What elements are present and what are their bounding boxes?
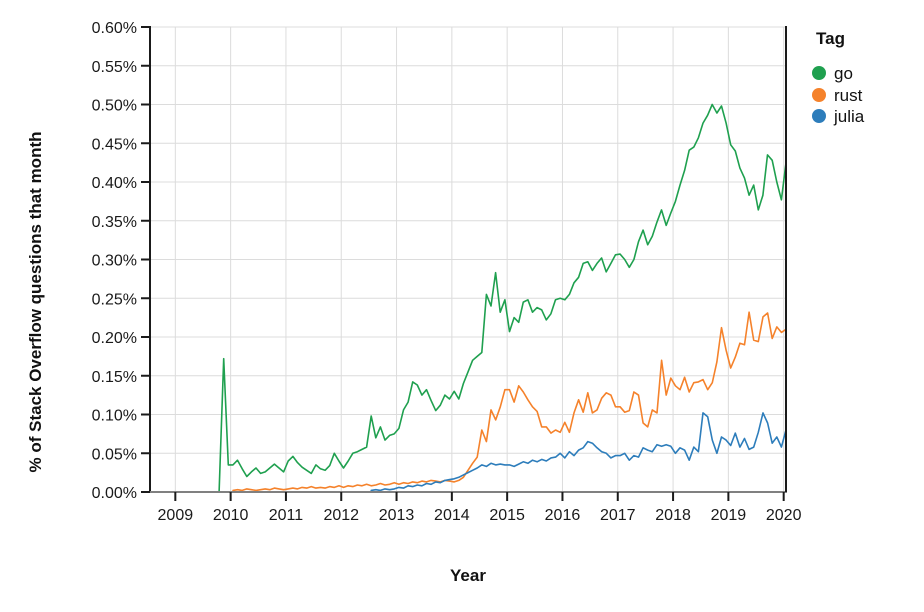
x-tick-label: 2019 xyxy=(711,507,747,524)
legend-label-julia: julia xyxy=(833,107,865,126)
legend-item-rust[interactable]: rust xyxy=(812,86,863,105)
gridlines xyxy=(150,26,786,493)
series-line-julia xyxy=(370,412,787,492)
y-tick-label: 0.25% xyxy=(92,291,137,308)
julia-color-dot xyxy=(812,109,826,123)
y-tick-label: 0.55% xyxy=(92,59,137,76)
legend-item-julia[interactable]: julia xyxy=(812,107,865,126)
x-tick-label: 2010 xyxy=(213,507,249,524)
y-tick-label: 0.00% xyxy=(92,485,137,502)
y-tick-label: 0.10% xyxy=(92,408,137,425)
y-tick-label: 0.40% xyxy=(92,175,137,192)
y-tick-label: 0.20% xyxy=(92,330,137,347)
rust-color-dot xyxy=(812,88,826,102)
y-tick-label: 0.35% xyxy=(92,214,137,231)
x-tick-label: 2012 xyxy=(323,507,359,524)
y-tick-label: 0.60% xyxy=(92,20,137,37)
y-axis-title: % of Stack Overflow questions that month xyxy=(26,132,45,473)
y-tick-label: 0.45% xyxy=(92,136,137,153)
y-axis-ticks: 0.00% 0.05% 0.10% 0.15% 0.20% 0.25% 0.30% 0.35%… xyxy=(92,20,150,502)
x-tick-label: 2011 xyxy=(269,507,304,524)
legend-title: Tag xyxy=(816,29,845,48)
y-tick-label: 0.30% xyxy=(92,253,137,270)
series-line-rust xyxy=(232,311,787,492)
legend-label-go: go xyxy=(834,64,853,83)
go-color-dot xyxy=(812,66,826,80)
x-tick-label: 2017 xyxy=(600,507,636,524)
y-tick-label: 0.50% xyxy=(92,98,137,115)
y-tick-label: 0.15% xyxy=(92,369,137,386)
series-lines xyxy=(153,103,787,493)
x-tick-label: 2009 xyxy=(158,507,194,524)
x-tick-label: 2015 xyxy=(489,507,525,524)
legend: Tag go rust julia xyxy=(812,29,865,126)
y-tick-label: 0.05% xyxy=(92,446,137,463)
x-tick-label: 2020 xyxy=(766,507,802,524)
x-axis-title: Year xyxy=(450,566,486,585)
legend-item-go[interactable]: go xyxy=(812,64,853,83)
series-line-go xyxy=(153,103,787,493)
x-tick-label: 2018 xyxy=(655,507,691,524)
legend-label-rust: rust xyxy=(834,86,863,105)
x-tick-label: 2016 xyxy=(545,507,581,524)
x-axis-ticks: 2009 2010 2011 2012 2013 2014 2015 2016 2017 2018… xyxy=(158,492,802,524)
x-tick-label: 2013 xyxy=(379,507,415,524)
x-tick-label: 2014 xyxy=(434,507,470,524)
